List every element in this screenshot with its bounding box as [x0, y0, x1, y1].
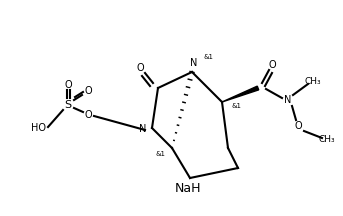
Text: O: O [136, 63, 144, 73]
Text: O: O [294, 121, 302, 131]
Text: N: N [284, 95, 292, 105]
Text: NaH: NaH [175, 181, 201, 194]
Text: N: N [190, 58, 198, 68]
Text: O: O [84, 110, 92, 120]
Text: CH₃: CH₃ [305, 78, 321, 86]
Text: &1: &1 [155, 151, 165, 157]
Polygon shape [222, 86, 259, 102]
Text: HO: HO [31, 123, 46, 133]
Text: CH₃: CH₃ [319, 135, 335, 145]
Text: &1: &1 [231, 103, 241, 109]
Text: &1: &1 [203, 54, 213, 60]
Text: O: O [268, 60, 276, 70]
Text: S: S [64, 100, 72, 110]
Text: O: O [84, 86, 92, 96]
Text: N: N [139, 124, 147, 134]
Text: O: O [64, 80, 72, 90]
